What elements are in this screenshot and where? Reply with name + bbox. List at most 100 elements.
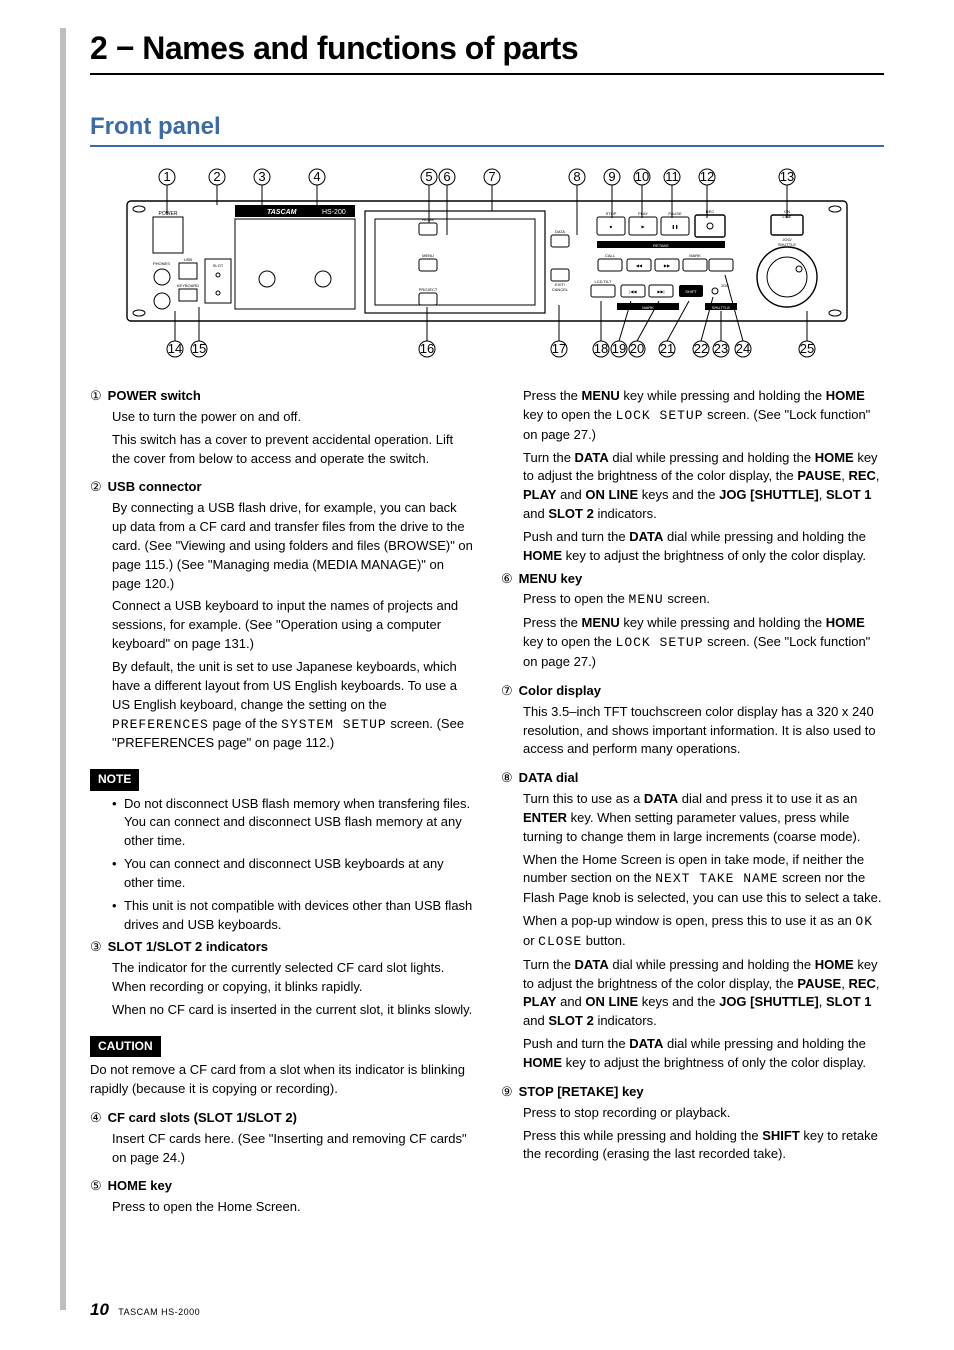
svg-text:21: 21 — [660, 341, 674, 356]
item-stop-retake: ⑨ STOP [RETAKE] key Press to stop record… — [501, 1083, 884, 1164]
item-num-9: ⑨ — [501, 1083, 513, 1102]
item-title-1: POWER switch — [108, 387, 201, 406]
svg-text:17: 17 — [552, 341, 566, 356]
item-title-7: Color display — [519, 682, 601, 701]
caution-body: Do not remove a CF card from a slot when… — [90, 1061, 473, 1099]
note-li1: Do not disconnect USB flash memory when … — [112, 795, 473, 852]
svg-text:SHIFT: SHIFT — [685, 289, 697, 294]
svg-text:LCD TILT: LCD TILT — [595, 279, 613, 284]
svg-text:13: 13 — [780, 169, 794, 184]
svg-text:PHONES: PHONES — [153, 261, 170, 266]
svg-text:SHUTTLE: SHUTTLE — [712, 305, 731, 310]
svg-text:23: 23 — [714, 341, 728, 356]
svg-text:DATA: DATA — [555, 229, 565, 234]
svg-text:5: 5 — [425, 169, 432, 184]
item-title-9: STOP [RETAKE] key — [519, 1083, 644, 1102]
item5-p1: Press to open the Home Screen. — [112, 1198, 473, 1217]
item-num-6: ⑥ — [501, 570, 513, 589]
svg-text:▶▶|: ▶▶| — [657, 289, 664, 294]
item-title-8: DATA dial — [519, 769, 579, 788]
item8-p4: Turn the DATA dial while pressing and ho… — [523, 956, 884, 1031]
item3-p1: The indicator for the currently selected… — [112, 959, 473, 997]
item3-p2: When no CF card is inserted in the curre… — [112, 1001, 473, 1020]
chapter-rule — [90, 73, 884, 75]
svg-text:11: 11 — [665, 169, 679, 184]
svg-text:USB: USB — [184, 257, 193, 262]
svg-text:TASCAM: TASCAM — [267, 209, 297, 216]
item-num-3: ③ — [90, 938, 102, 957]
right-column: Press the MENU key while pressing and ho… — [501, 387, 884, 1227]
svg-text:1: 1 — [163, 169, 170, 184]
note-list: Do not disconnect USB flash memory when … — [90, 795, 473, 935]
item2-p3: By default, the unit is set to use Japan… — [112, 658, 473, 753]
item9-p1: Press to stop recording or playback. — [523, 1104, 884, 1123]
item-usb-connector: ② USB connector By connecting a USB flas… — [90, 478, 473, 753]
item-title-2: USB connector — [108, 478, 202, 497]
note-li3: This unit is not compatible with devices… — [112, 897, 473, 935]
svg-text:MARK: MARK — [689, 253, 701, 258]
svg-text:7: 7 — [488, 169, 495, 184]
svg-text:8: 8 — [573, 169, 580, 184]
note-li2: You can connect and disconnect USB keybo… — [112, 855, 473, 893]
item5-continuation: Press the MENU key while pressing and ho… — [501, 387, 884, 566]
svg-text:24: 24 — [736, 341, 750, 356]
svg-text:PAUSE: PAUSE — [668, 211, 682, 216]
item-menu-key: ⑥ MENU key Press to open the MENU screen… — [501, 570, 884, 672]
item-color-display: ⑦ Color display This 3.5–inch TFT touchs… — [501, 682, 884, 759]
svg-text:2: 2 — [213, 169, 220, 184]
footer-model: TASCAM HS-2000 — [118, 1307, 200, 1317]
svg-text:MENU: MENU — [422, 253, 434, 258]
svg-text:10: 10 — [635, 169, 649, 184]
item6-p2: Press the MENU key while pressing and ho… — [523, 614, 884, 672]
svg-text:3: 3 — [258, 169, 265, 184]
item6-p1: Press to open the MENU screen. — [523, 590, 884, 610]
svg-text:CALL: CALL — [605, 253, 616, 258]
item-num-8: ⑧ — [501, 769, 513, 788]
page-footer: 10 TASCAM HS-2000 — [90, 1300, 200, 1320]
item-home-key: ⑤ HOME key Press to open the Home Screen… — [90, 1177, 473, 1217]
svg-text:▶: ▶ — [641, 224, 645, 229]
item7-p1: This 3.5–inch TFT touchscreen color disp… — [523, 703, 884, 760]
svg-text:HS-200: HS-200 — [322, 209, 346, 216]
svg-text:PROJECT: PROJECT — [419, 287, 438, 292]
svg-text:14: 14 — [168, 341, 182, 356]
item4-p1: Insert CF cards here. (See "Inserting an… — [112, 1130, 473, 1168]
cont5-p3: Push and turn the DATA dial while pressi… — [523, 528, 884, 566]
svg-text:RETAKE: RETAKE — [653, 243, 669, 248]
section-rule — [90, 145, 884, 147]
item-num-4: ④ — [90, 1109, 102, 1128]
svg-text:REC: REC — [706, 209, 715, 214]
svg-text:19: 19 — [612, 341, 626, 356]
item-cf-slots: ④ CF card slots (SLOT 1/SLOT 2) Insert C… — [90, 1109, 473, 1168]
svg-text:CANCEL: CANCEL — [552, 287, 569, 292]
item-num-5: ⑤ — [90, 1177, 102, 1196]
svg-text:■: ■ — [610, 224, 613, 229]
chapter-title: 2 − Names and functions of parts — [90, 30, 884, 67]
side-accent-bar — [60, 28, 66, 1310]
item-num-7: ⑦ — [501, 682, 513, 701]
svg-text:SHUTTLE: SHUTTLE — [778, 242, 797, 247]
item-num-2: ② — [90, 478, 102, 497]
svg-text:LINE: LINE — [783, 214, 792, 219]
cont5-p1: Press the MENU key while pressing and ho… — [523, 387, 884, 445]
note-label: NOTE — [90, 769, 139, 790]
front-panel-diagram: 1 2 3 4 5 6 7 8 9 10 11 12 13 POWER — [90, 163, 884, 363]
svg-text:MARK: MARK — [642, 305, 654, 310]
page-number: 10 — [90, 1300, 109, 1319]
item-slot-indicators: ③ SLOT 1/SLOT 2 indicators The indicator… — [90, 938, 473, 1019]
item1-p2: This switch has a cover to prevent accid… — [112, 431, 473, 469]
svg-text:PLAY: PLAY — [638, 211, 648, 216]
svg-text:|◀◀: |◀◀ — [629, 289, 637, 294]
item-data-dial: ⑧ DATA dial Turn this to use as a DATA d… — [501, 769, 884, 1073]
cont5-p2: Turn the DATA dial while pressing and ho… — [523, 449, 884, 524]
svg-text:POWER: POWER — [159, 211, 178, 217]
section-title: Front panel — [90, 113, 884, 141]
svg-text:▶▶: ▶▶ — [664, 263, 671, 268]
item9-p2: Press this while pressing and holding th… — [523, 1127, 884, 1165]
item-title-3: SLOT 1/SLOT 2 indicators — [108, 938, 268, 957]
svg-text:STOP: STOP — [606, 211, 617, 216]
left-column: ① POWER switch Use to turn the power on … — [90, 387, 473, 1227]
svg-text:15: 15 — [192, 341, 206, 356]
svg-text:KEYBOARD: KEYBOARD — [177, 283, 199, 288]
svg-text:12: 12 — [700, 169, 714, 184]
